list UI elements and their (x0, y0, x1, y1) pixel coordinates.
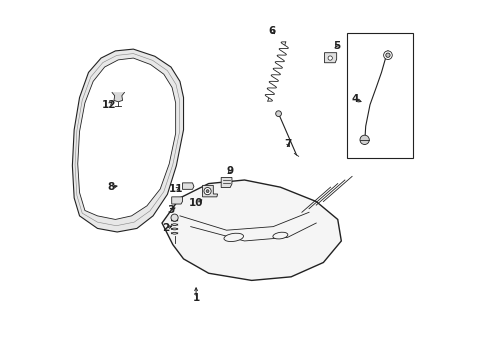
Circle shape (171, 214, 178, 221)
Polygon shape (112, 92, 124, 102)
Circle shape (327, 56, 332, 60)
Text: 11: 11 (169, 184, 183, 194)
Polygon shape (171, 197, 182, 204)
Circle shape (385, 53, 389, 57)
Text: 5: 5 (332, 41, 340, 50)
Text: 12: 12 (102, 100, 116, 110)
Circle shape (275, 111, 281, 117)
Text: 10: 10 (188, 198, 203, 208)
Polygon shape (202, 185, 217, 197)
Polygon shape (162, 180, 341, 280)
Circle shape (359, 135, 368, 144)
Text: 2: 2 (162, 224, 169, 233)
Text: 7: 7 (284, 139, 291, 149)
Text: 9: 9 (226, 166, 233, 176)
Text: 6: 6 (268, 26, 276, 36)
Circle shape (203, 188, 211, 195)
Circle shape (206, 190, 208, 193)
Text: 3: 3 (167, 206, 174, 216)
Bar (346, 33, 412, 158)
Circle shape (383, 51, 391, 59)
Text: 4: 4 (350, 94, 358, 104)
Polygon shape (221, 177, 231, 188)
Text: 1: 1 (192, 293, 199, 303)
Text: 8: 8 (107, 182, 115, 192)
Ellipse shape (272, 232, 287, 239)
Polygon shape (72, 49, 183, 232)
Polygon shape (78, 58, 175, 220)
Polygon shape (324, 53, 336, 63)
Polygon shape (182, 183, 194, 189)
Ellipse shape (224, 233, 243, 242)
